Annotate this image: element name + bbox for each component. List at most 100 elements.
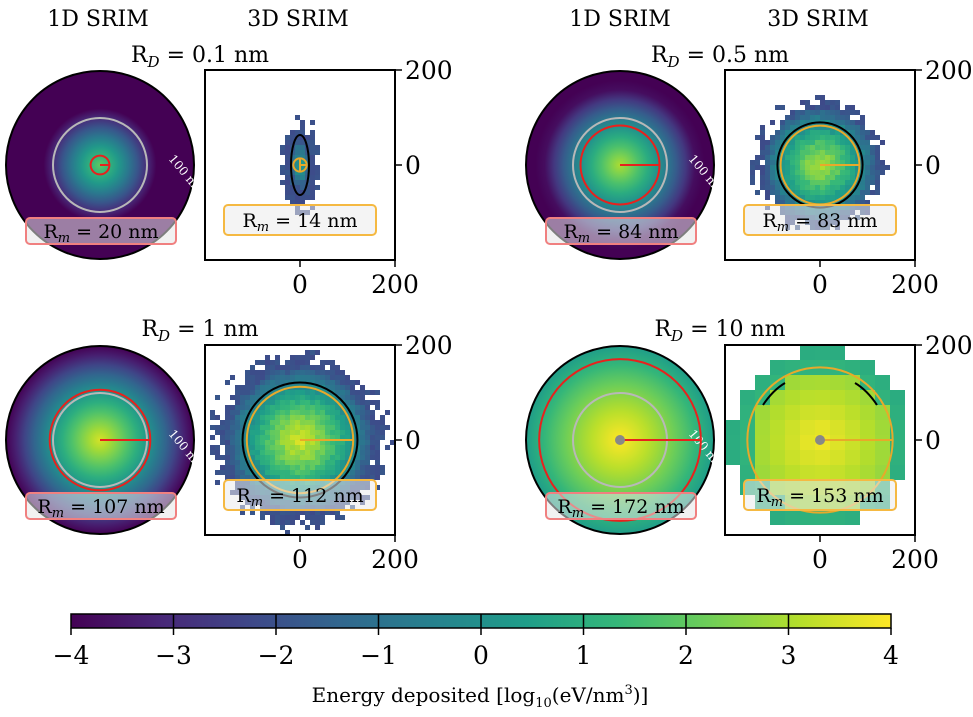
rm-1d-r: R bbox=[37, 496, 52, 518]
heatmap-cell bbox=[820, 185, 825, 190]
heatmap-cell bbox=[800, 435, 815, 450]
heatmap-cell bbox=[335, 375, 340, 380]
column-label-3d-right: 3D SRIM bbox=[767, 7, 868, 32]
heatmap-cell bbox=[340, 375, 345, 380]
heatmap-cell bbox=[865, 140, 870, 145]
heatmap-cell bbox=[800, 420, 815, 435]
heatmap-cell bbox=[875, 155, 880, 160]
heatmap-cell bbox=[815, 125, 820, 130]
heatmap-cell bbox=[305, 410, 310, 415]
heatmap-cell bbox=[345, 400, 350, 405]
heatmap-cell bbox=[315, 440, 320, 445]
heatmap-cell bbox=[230, 425, 235, 430]
heatmap-cell bbox=[235, 455, 240, 460]
heatmap-cell bbox=[865, 165, 870, 170]
heatmap-cell bbox=[840, 190, 845, 195]
heatmap-cell bbox=[225, 450, 230, 455]
heatmap-cell bbox=[830, 105, 835, 110]
heatmap-cell bbox=[750, 170, 755, 175]
heatmap-cell bbox=[840, 200, 845, 205]
heatmap-cell bbox=[305, 510, 310, 515]
heatmap-cell bbox=[305, 430, 310, 435]
heatmap-cell bbox=[780, 195, 785, 200]
heatmap-cell bbox=[290, 510, 295, 515]
heatmap-cell bbox=[790, 165, 795, 170]
heatmap-cell bbox=[275, 370, 280, 375]
heatmap-cell bbox=[310, 135, 315, 140]
heatmap-cell bbox=[220, 470, 225, 475]
heatmap-cell bbox=[800, 120, 805, 125]
heatmap-cell bbox=[780, 180, 785, 185]
heatmap-cell bbox=[295, 405, 300, 410]
heatmap-cell bbox=[360, 460, 365, 465]
heatmap-cell bbox=[290, 185, 295, 190]
heatmap-cell bbox=[805, 140, 810, 145]
heatmap-cell bbox=[235, 470, 240, 475]
heatmap-cell bbox=[300, 390, 305, 395]
heatmap-cell bbox=[305, 360, 310, 365]
heatmap-cell bbox=[795, 145, 800, 150]
heatmap-cell bbox=[295, 515, 300, 520]
heatmap-cell bbox=[330, 440, 335, 445]
heatmap-cell bbox=[795, 110, 800, 115]
heatmap-cell bbox=[350, 475, 355, 480]
heatmap-cell bbox=[795, 115, 800, 120]
heatmap-cell bbox=[310, 355, 315, 360]
heatmap-cell bbox=[320, 510, 325, 515]
heatmap-cell bbox=[255, 380, 260, 385]
heatmap-cell bbox=[335, 445, 340, 450]
heatmap-cell bbox=[875, 145, 880, 150]
heatmap-cell bbox=[815, 175, 820, 180]
heatmap-cell bbox=[330, 510, 335, 515]
heatmap-cell bbox=[790, 175, 795, 180]
heatmap-cell bbox=[270, 400, 275, 405]
heatmap-cell bbox=[825, 195, 830, 200]
heatmap-cell bbox=[820, 135, 825, 140]
heatmap-cell bbox=[340, 395, 345, 400]
panel-title-value: = 10 nm bbox=[683, 317, 786, 342]
heatmap-cell bbox=[855, 190, 860, 195]
heatmap-cell bbox=[315, 455, 320, 460]
y-tick-label: 0 bbox=[925, 151, 941, 180]
heatmap-cell bbox=[310, 380, 315, 385]
heatmap-cell bbox=[810, 175, 815, 180]
heatmap-cell bbox=[235, 395, 240, 400]
heatmap-cell bbox=[320, 405, 325, 410]
heatmap-cell bbox=[845, 155, 850, 160]
heatmap-cell bbox=[265, 405, 270, 410]
heatmap-cell bbox=[860, 435, 875, 450]
heatmap-cell bbox=[250, 370, 255, 375]
heatmap-cell bbox=[855, 165, 860, 170]
heatmap-cell bbox=[310, 155, 315, 160]
heatmap-cell bbox=[270, 455, 275, 460]
y-tick-label: 0 bbox=[925, 426, 941, 455]
heatmap-cell bbox=[250, 375, 255, 380]
heatmap-cell bbox=[250, 510, 255, 515]
heatmap-cell bbox=[260, 515, 265, 520]
heatmap-cell bbox=[290, 400, 295, 405]
heatmap-cell bbox=[310, 515, 315, 520]
y-tick-label: 0 bbox=[405, 151, 421, 180]
heatmap-cell bbox=[315, 405, 320, 410]
heatmap-cell bbox=[270, 475, 275, 480]
heatmap-cell bbox=[340, 415, 345, 420]
heatmap-cell bbox=[770, 190, 775, 195]
heatmap-cell bbox=[280, 455, 285, 460]
heatmap-cell bbox=[800, 140, 805, 145]
heatmap-cell bbox=[245, 390, 250, 395]
heatmap-cell bbox=[250, 410, 255, 415]
heatmap-cell bbox=[800, 185, 805, 190]
heatmap-cell bbox=[810, 135, 815, 140]
heatmap-cell bbox=[215, 425, 220, 430]
heatmap-cell bbox=[300, 185, 305, 190]
heatmap-cell bbox=[725, 450, 740, 465]
heatmap-cell bbox=[755, 420, 770, 435]
heatmap-cell bbox=[815, 195, 820, 200]
heatmap-cell bbox=[800, 345, 815, 360]
heatmap-cell bbox=[375, 430, 380, 435]
heatmap-cell bbox=[280, 435, 285, 440]
heatmap-cell bbox=[760, 130, 765, 135]
heatmap-cell bbox=[270, 520, 275, 525]
heatmap-cell bbox=[370, 475, 375, 480]
heatmap-cell bbox=[825, 110, 830, 115]
